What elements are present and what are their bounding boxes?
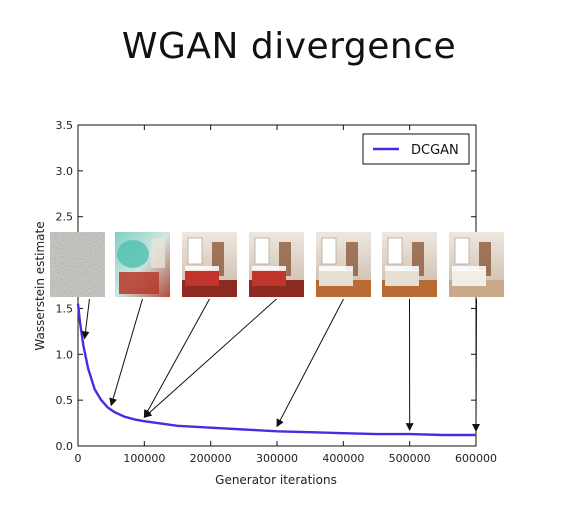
room-pillow — [185, 266, 219, 271]
blur-spot — [117, 240, 149, 268]
blur-bed — [119, 272, 159, 294]
y-tick-label: 0.0 — [56, 440, 74, 453]
sample-image-bedroom-red — [249, 232, 304, 297]
annotation-arrow — [276, 298, 344, 428]
sample-image-noise — [50, 232, 105, 297]
room-pillow — [452, 266, 486, 271]
x-tick-label: 100000 — [123, 452, 165, 465]
x-tick-label: 300000 — [256, 452, 298, 465]
x-tick-label: 200000 — [190, 452, 232, 465]
legend: DCGAN — [362, 133, 470, 165]
y-tick-label: 2.5 — [56, 211, 74, 224]
x-axis: 0 100000 200000 300000 400000 500000 600000 — [75, 125, 497, 465]
noise-texture — [50, 232, 105, 297]
slide-title: WGAN divergence — [121, 26, 457, 67]
room-window — [254, 237, 270, 265]
y-tick-label: 0.5 — [56, 394, 74, 407]
x-axis-label: Generator iterations — [215, 473, 337, 487]
x-tick-label: 0 — [75, 452, 82, 465]
sample-image-bedroom-light — [449, 232, 504, 297]
annotation-arrow — [81, 298, 90, 340]
x-tick-label: 600000 — [455, 452, 497, 465]
annotation-arrow — [143, 298, 210, 419]
room-window — [454, 237, 470, 265]
room-window — [321, 237, 337, 265]
room-window — [187, 237, 203, 265]
room-pillow — [319, 266, 353, 271]
annotation-arrow — [143, 298, 277, 418]
blur-window — [151, 238, 165, 268]
sample-image-bedroom-wood — [316, 232, 371, 297]
annotation-arrows — [81, 298, 481, 432]
sample-image-bedroom-wood — [382, 232, 437, 297]
y-tick-label: 3.0 — [56, 165, 74, 178]
x-tick-label: 500000 — [389, 452, 431, 465]
series-layer — [76, 303, 476, 437]
series-line-dcgan — [76, 303, 476, 437]
y-tick-label: 1.0 — [56, 348, 74, 361]
legend-entry: DCGAN — [411, 143, 459, 158]
room-bed — [252, 270, 286, 286]
y-axis-label: Wasserstein estimate — [33, 221, 47, 350]
sample-image-bedroom-red — [182, 232, 237, 297]
room-bed — [185, 270, 219, 286]
room-bed — [452, 270, 486, 286]
room-pillow — [385, 266, 419, 271]
room-bed — [319, 270, 353, 286]
room-pillow — [252, 266, 286, 271]
sample-images — [50, 232, 504, 297]
annotation-arrow — [109, 298, 143, 407]
y-tick-label: 1.5 — [56, 302, 74, 315]
annotation-arrow — [472, 298, 481, 432]
x-tick-label: 400000 — [322, 452, 364, 465]
room-bed — [385, 270, 419, 286]
room-window — [387, 237, 403, 265]
sample-image-blurry-room — [115, 232, 170, 297]
y-tick-label: 3.5 — [56, 119, 74, 132]
